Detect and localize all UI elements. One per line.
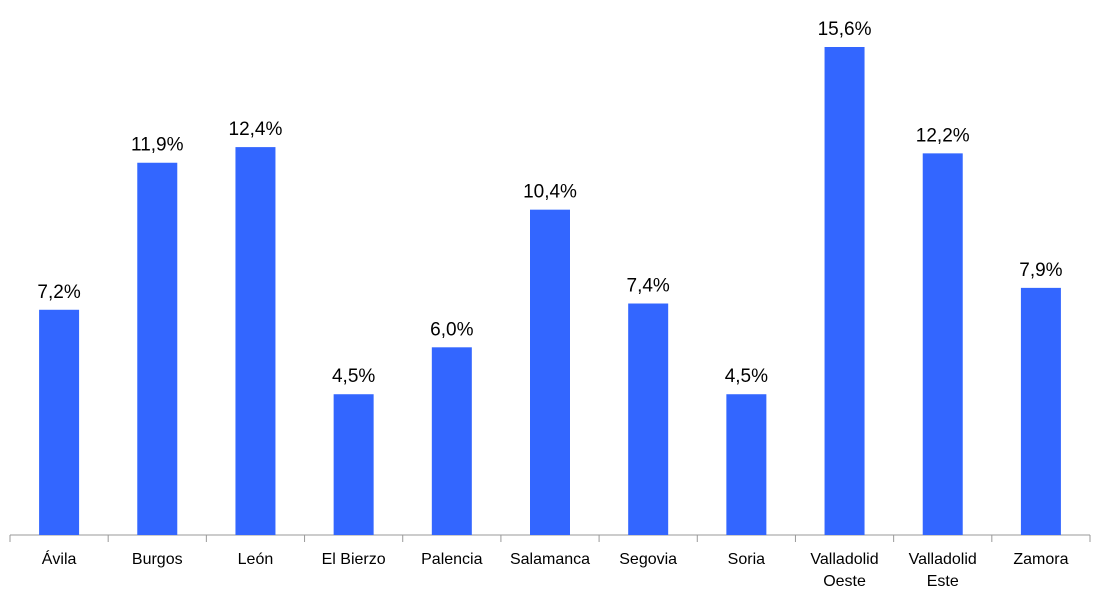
x-tick-label: León — [237, 551, 274, 568]
data-label: 7,4% — [627, 276, 670, 297]
data-label: 10,4% — [523, 182, 577, 203]
bar — [726, 394, 767, 535]
data-label: 4,5% — [725, 366, 768, 387]
data-label: 4,5% — [332, 366, 375, 387]
x-tick-label: Burgos — [131, 551, 183, 568]
bar — [235, 147, 276, 535]
x-tick-label: Palencia — [421, 551, 483, 568]
x-tick-label: Segovia — [619, 551, 678, 568]
x-tick-label: Valladolid Este — [908, 551, 977, 590]
x-tick-label: Zamora — [1013, 551, 1069, 568]
data-label: 12,2% — [916, 125, 970, 146]
x-tick-label: Salamanca — [509, 551, 591, 568]
x-tick-label: Valladolid Oeste — [810, 551, 879, 590]
x-tick-label: El Bierzo — [321, 551, 386, 568]
bar — [137, 162, 178, 535]
data-label: 12,4% — [229, 119, 283, 140]
data-label: 7,2% — [37, 282, 80, 303]
bar — [922, 153, 963, 535]
bar — [530, 209, 570, 535]
data-label: 11,9% — [131, 135, 184, 156]
data-label: 15,6% — [818, 19, 872, 40]
x-tick-label: Soria — [727, 551, 766, 568]
x-tick-label: Ávila — [41, 551, 77, 568]
data-label: 6,0% — [430, 319, 473, 340]
bar — [628, 303, 669, 535]
bar — [431, 347, 472, 535]
bar — [1020, 287, 1061, 535]
bar — [824, 47, 865, 535]
data-label: 7,9% — [1019, 260, 1062, 281]
bar — [333, 394, 374, 535]
bar — [39, 309, 80, 535]
